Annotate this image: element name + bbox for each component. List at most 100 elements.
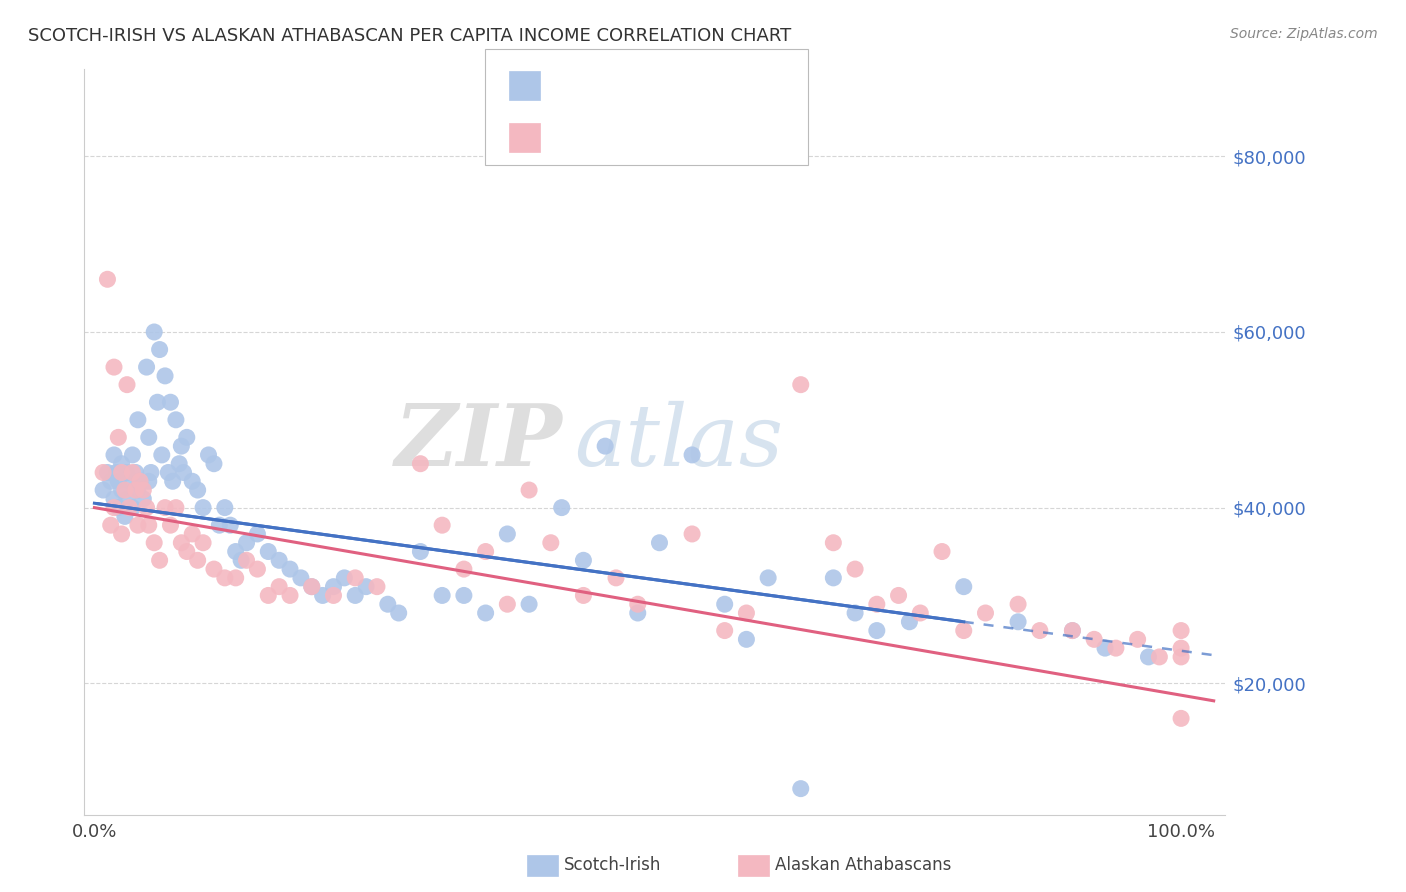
Point [170, 535, 193, 549]
Point [627, 606, 650, 620]
Point [149, 343, 172, 357]
Point [159, 395, 181, 409]
Point [107, 500, 129, 515]
Point [605, 571, 627, 585]
Point [409, 457, 432, 471]
Point [225, 544, 247, 558]
Point [354, 580, 377, 594]
Point [246, 562, 269, 576]
Point [121, 466, 143, 480]
Point [278, 589, 301, 603]
Point [496, 527, 519, 541]
Point [146, 395, 169, 409]
Point [149, 553, 172, 567]
Point [191, 500, 214, 515]
Point [593, 439, 616, 453]
Point [269, 553, 291, 567]
Point [107, 430, 129, 444]
Point [910, 606, 932, 620]
Point [138, 475, 160, 489]
Point [790, 781, 813, 796]
Point [257, 544, 280, 558]
Point [453, 589, 475, 603]
Point [176, 430, 198, 444]
Point [517, 597, 540, 611]
Point [627, 597, 650, 611]
Point [823, 571, 845, 585]
Point [129, 475, 152, 489]
Point [844, 562, 866, 576]
Point [110, 457, 132, 471]
Point [430, 518, 453, 533]
Point [430, 589, 453, 603]
Point [1170, 624, 1192, 638]
Point [143, 535, 166, 549]
Point [110, 466, 132, 480]
Point [322, 580, 344, 594]
Point [1029, 624, 1052, 638]
Text: -0.530: -0.530 [596, 128, 661, 146]
Point [322, 589, 344, 603]
Text: -0.238: -0.238 [596, 77, 661, 95]
Point [214, 500, 236, 515]
Point [138, 518, 160, 533]
Point [572, 553, 595, 567]
Text: R =: R = [551, 77, 591, 95]
Point [1170, 711, 1192, 725]
Point [1126, 632, 1149, 647]
Point [517, 483, 540, 497]
Point [208, 518, 231, 533]
Point [127, 483, 149, 497]
Point [1094, 641, 1116, 656]
Text: SCOTCH-IRISH VS ALASKAN ATHABASCAN PER CAPITA INCOME CORRELATION CHART: SCOTCH-IRISH VS ALASKAN ATHABASCAN PER C… [28, 27, 792, 45]
Point [181, 475, 204, 489]
Point [96, 272, 118, 286]
Point [409, 544, 432, 558]
Text: 87: 87 [745, 77, 770, 95]
Point [366, 580, 388, 594]
Point [153, 500, 176, 515]
Point [159, 518, 181, 533]
Point [474, 606, 496, 620]
Point [219, 518, 242, 533]
Point [453, 562, 475, 576]
Point [165, 500, 187, 515]
Point [974, 606, 997, 620]
Point [1170, 649, 1192, 664]
Point [118, 500, 141, 515]
Point [269, 580, 291, 594]
Text: ZIP: ZIP [395, 400, 562, 483]
Point [866, 624, 889, 638]
Point [157, 466, 180, 480]
Point [115, 377, 138, 392]
Point [153, 368, 176, 383]
Point [132, 483, 155, 497]
Point [474, 544, 496, 558]
Point [887, 589, 910, 603]
Point [290, 571, 312, 585]
Point [866, 597, 889, 611]
Point [246, 527, 269, 541]
Point [107, 475, 129, 489]
Point [170, 439, 193, 453]
Point [139, 466, 162, 480]
Point [540, 535, 562, 549]
Text: N =: N = [689, 77, 747, 95]
Point [344, 571, 367, 585]
Point [114, 509, 136, 524]
Point [91, 466, 114, 480]
Point [132, 491, 155, 506]
Point [550, 500, 572, 515]
Point [952, 624, 974, 638]
Point [115, 466, 138, 480]
Point [173, 466, 195, 480]
Point [125, 466, 148, 480]
Point [96, 466, 118, 480]
Point [1170, 641, 1192, 656]
Point [1062, 624, 1084, 638]
Point [235, 553, 257, 567]
Point [150, 448, 173, 462]
Point [823, 535, 845, 549]
Text: Scotch-Irish: Scotch-Irish [564, 856, 661, 874]
Point [187, 483, 209, 497]
